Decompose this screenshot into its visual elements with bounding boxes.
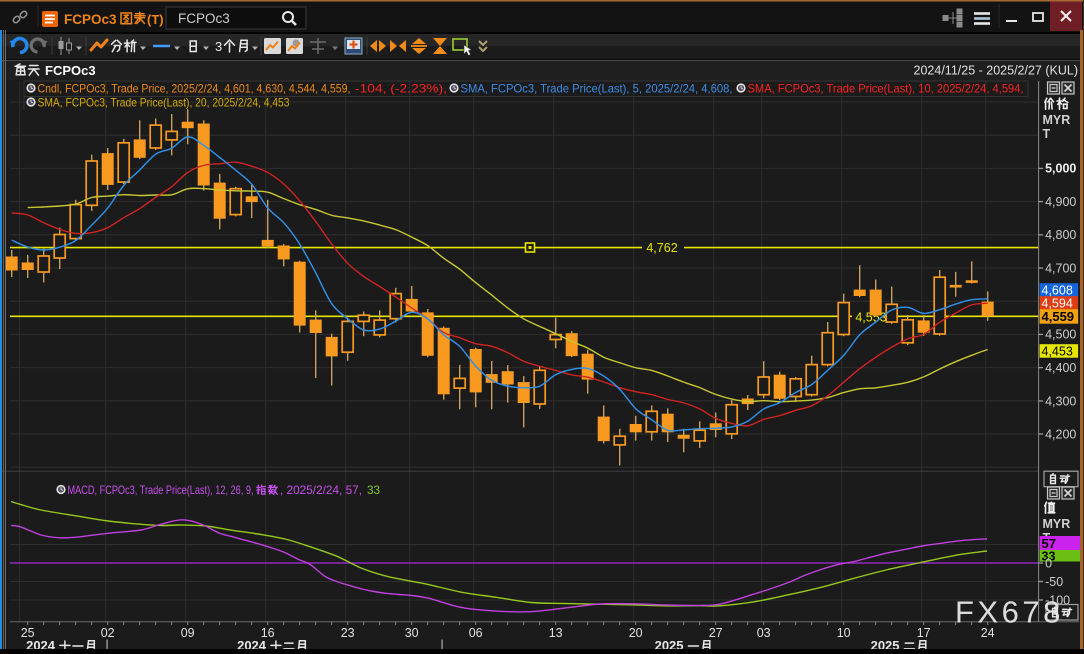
svg-text:4,300: 4,300 (1045, 394, 1076, 408)
svg-text:17: 17 (917, 626, 931, 640)
svg-text:2025: 2025 (655, 638, 684, 649)
svg-text:MACD, FCPOc3, Trade Price(Last: MACD, FCPOc3, Trade Price(Last), 12, 26,… (68, 483, 254, 497)
svg-text:4,800: 4,800 (1045, 228, 1076, 242)
svg-text:4,453: 4,453 (1042, 344, 1073, 358)
svg-text:-50: -50 (1045, 575, 1063, 589)
svg-text:23: 23 (341, 626, 355, 640)
svg-text:MYR: MYR (1043, 517, 1071, 531)
svg-text:FCPOc3: FCPOc3 (45, 63, 96, 78)
svg-text:4,500: 4,500 (1045, 328, 1076, 342)
svg-text:2024: 2024 (26, 638, 56, 649)
svg-text:2025: 2025 (871, 638, 900, 649)
svg-text:4,400: 4,400 (1045, 361, 1076, 375)
svg-text:, 2025/2/24, 57,: , 2025/2/24, 57, (280, 483, 362, 497)
svg-text:4,608: 4,608 (1042, 283, 1073, 297)
svg-text:20: 20 (629, 626, 643, 640)
svg-text:SMA, FCPOc3, Trade Price(Last): SMA, FCPOc3, Trade Price(Last), 10, 2025… (748, 82, 1024, 96)
svg-text:SMA, FCPOc3, Trade Price(Last): SMA, FCPOc3, Trade Price(Last), 5, 2025/… (461, 82, 733, 96)
svg-text:4,559: 4,559 (1042, 309, 1075, 324)
svg-text:FCPOc3: FCPOc3 (64, 12, 117, 27)
svg-text:30: 30 (405, 626, 419, 640)
svg-text:10: 10 (837, 626, 851, 640)
svg-text:Cndl, FCPOc3, Trade Price, 20: Cndl, FCPOc3, Trade Price, 2025/2/24, 4,… (38, 82, 351, 96)
svg-text:FCPOc3: FCPOc3 (178, 11, 230, 26)
svg-text:|: | (105, 637, 108, 649)
svg-text:4,762: 4,762 (646, 241, 677, 255)
svg-text:FX678: FX678 (955, 595, 1064, 630)
svg-text:33: 33 (367, 483, 381, 497)
svg-text:T: T (1043, 127, 1051, 141)
svg-text:MYR: MYR (1043, 113, 1071, 127)
svg-text:2024/11/25 - 2025/2/27 (KUL): 2024/11/25 - 2025/2/27 (KUL) (914, 64, 1078, 78)
svg-text:(T): (T) (147, 12, 164, 27)
svg-text:-104, (-2.23%),: -104, (-2.23%), (355, 82, 447, 96)
svg-text:5,000: 5,000 (1045, 162, 1076, 176)
svg-text:2024: 2024 (237, 638, 267, 649)
svg-text:09: 09 (181, 626, 195, 640)
svg-text:13: 13 (549, 626, 563, 640)
svg-text:4,700: 4,700 (1045, 261, 1076, 275)
svg-text:SMA, FCPOc3, Trade Price(Last): SMA, FCPOc3, Trade Price(Last), 20, 2025… (38, 96, 290, 110)
svg-text:03: 03 (757, 626, 771, 640)
svg-text:4,200: 4,200 (1045, 427, 1076, 441)
svg-text:4,900: 4,900 (1045, 195, 1076, 209)
svg-text:06: 06 (469, 626, 483, 640)
svg-text:3: 3 (215, 39, 222, 54)
svg-text:0: 0 (1045, 556, 1052, 570)
svg-text:|: | (440, 637, 443, 649)
svg-text:27: 27 (709, 626, 723, 640)
